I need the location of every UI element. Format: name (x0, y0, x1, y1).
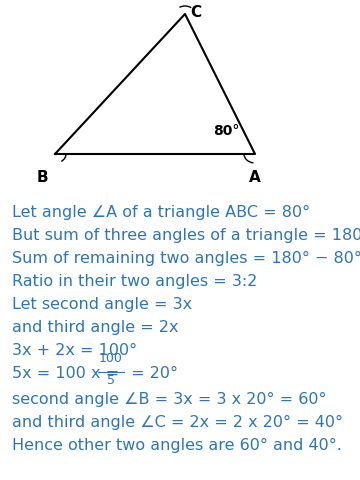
Text: second angle ∠B = 3x = 3 x 20° = 60°: second angle ∠B = 3x = 3 x 20° = 60° (12, 391, 327, 406)
Text: and third angle = 2x: and third angle = 2x (12, 319, 179, 334)
Text: Ratio in their two angles = 3:2: Ratio in their two angles = 3:2 (12, 274, 257, 288)
Text: But sum of three angles of a triangle = 180°: But sum of three angles of a triangle = … (12, 228, 360, 242)
Text: 5: 5 (107, 373, 114, 386)
Text: and third angle ∠C = 2x = 2 x 20° = 40°: and third angle ∠C = 2x = 2 x 20° = 40° (12, 414, 343, 429)
Text: A: A (249, 169, 261, 185)
Text: Let second angle = 3x: Let second angle = 3x (12, 296, 192, 312)
Text: 5x = 100 x =: 5x = 100 x = (12, 365, 124, 380)
Text: 100: 100 (99, 351, 122, 364)
Text: Hence other two angles are 60° and 40°.: Hence other two angles are 60° and 40°. (12, 437, 342, 452)
Text: B: B (36, 169, 48, 185)
Text: 80°: 80° (213, 124, 240, 138)
Text: Sum of remaining two angles = 180° − 80° = 100°: Sum of remaining two angles = 180° − 80°… (12, 251, 360, 265)
Text: Let angle ∠A of a triangle ABC = 80°: Let angle ∠A of a triangle ABC = 80° (12, 204, 310, 219)
Text: C: C (190, 5, 201, 20)
Text: 3x + 2x = 100°: 3x + 2x = 100° (12, 342, 137, 357)
Text: = 20°: = 20° (126, 365, 177, 380)
